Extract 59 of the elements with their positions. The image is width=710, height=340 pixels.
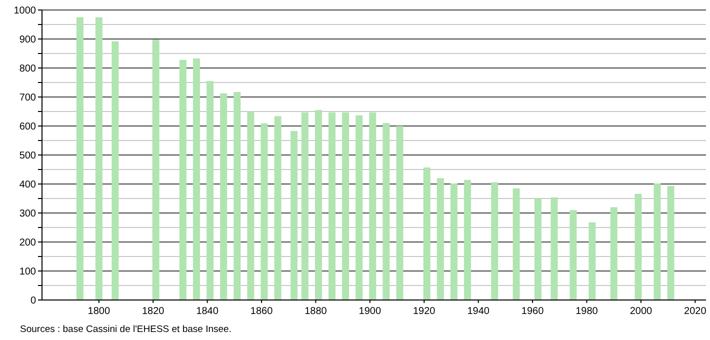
x-tick-label: 1820 [142,306,165,317]
y-tick-label: 1000 [14,6,36,16]
bar [667,186,674,300]
y-tick-label: 100 [19,266,36,278]
y-tick-label: 0 [30,296,36,306]
bar [369,112,376,300]
bar [550,197,558,300]
bar [328,112,336,300]
x-tick-label: 1960 [521,306,544,317]
bar [423,167,430,300]
bar [382,123,390,300]
bar [396,126,404,300]
bar [512,188,520,300]
bar [76,17,84,300]
bar [464,180,471,300]
y-tick-label: 300 [19,208,36,220]
bar [634,194,642,300]
y-tick-label: 200 [19,238,36,248]
bar [491,182,498,300]
bar [450,183,458,300]
x-tick-label: 1800 [88,306,110,317]
bar [356,115,363,300]
bar [610,207,618,300]
y-tick-label: 700 [19,92,36,104]
x-tick-label: 1980 [576,306,598,317]
bar [206,81,214,300]
y-tick-label: 900 [19,34,36,46]
y-tick-label: 600 [19,122,36,132]
bar [274,116,282,300]
x-tick-label: 1920 [413,306,436,317]
x-tick-label: 1860 [250,306,274,317]
bar [570,210,577,300]
x-tick-label: 1900 [358,306,382,317]
bar [588,222,596,300]
x-tick-label: 1840 [196,306,219,317]
y-tick-label: 400 [19,180,36,190]
bar [112,41,119,300]
bar [654,183,661,300]
x-tick-label: 1940 [467,306,490,317]
bar [220,93,228,300]
bar [436,178,444,300]
x-tick-label: 2020 [684,306,707,317]
bar [260,123,268,300]
bar [301,112,308,300]
y-tick-label: 800 [19,64,36,74]
bar [179,60,186,300]
source-note: Sources : base Cassini de l'EHESS et base Insee. [20,324,232,335]
y-tick-label: 500 [19,150,36,162]
bar [314,110,322,300]
bar [152,40,160,300]
bar [534,198,542,300]
bar [234,92,241,300]
x-tick-label: 2000 [630,306,653,317]
bar [247,111,254,300]
bar [95,17,102,300]
x-tick-label: 1880 [304,306,328,317]
bar [192,58,200,300]
bar [342,112,350,300]
bar [290,130,298,300]
